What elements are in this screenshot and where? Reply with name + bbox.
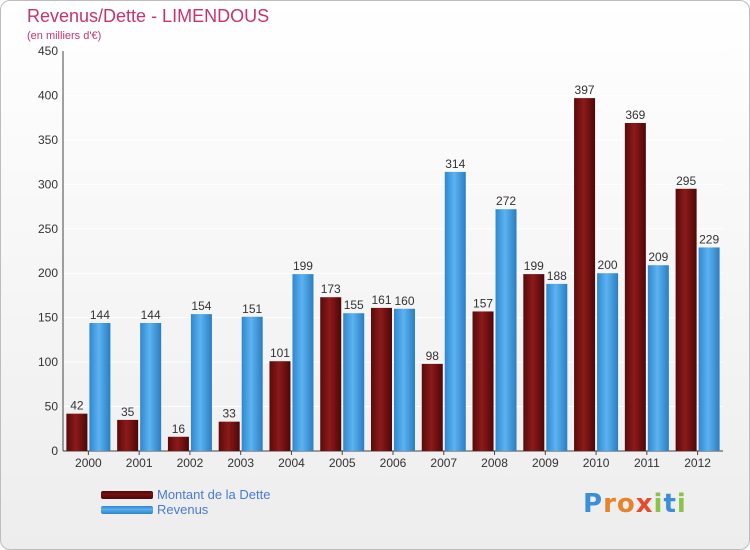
- bar-revenus: [394, 308, 415, 451]
- y-tick-label: 150: [38, 311, 58, 325]
- data-label-dette: 157: [473, 296, 493, 310]
- data-label-revenus: 188: [547, 269, 567, 283]
- legend-item-revenus: Revenus: [101, 502, 270, 517]
- data-label-revenus: 144: [90, 308, 110, 322]
- bar-revenus: [647, 265, 669, 451]
- y-tick-label: 300: [38, 177, 58, 191]
- bar-dette: [472, 311, 494, 451]
- data-label-revenus: 272: [496, 194, 516, 208]
- y-tick-label: 450: [38, 44, 58, 58]
- data-label-revenus: 314: [445, 157, 465, 171]
- x-tick-label: 2012: [684, 456, 711, 470]
- bar-dette: [320, 297, 342, 451]
- data-label-dette: 16: [172, 422, 186, 436]
- data-label-dette: 295: [676, 174, 696, 188]
- bar-revenus: [597, 273, 619, 451]
- x-tick-label: 2000: [75, 456, 102, 470]
- logo-letter: i: [676, 489, 687, 519]
- bar-dette: [624, 123, 646, 451]
- data-label-dette: 101: [270, 346, 290, 360]
- x-tick-label: 2009: [532, 456, 559, 470]
- data-label-revenus: 209: [648, 250, 668, 264]
- x-tick-label: 2002: [177, 456, 204, 470]
- bar-revenus: [292, 274, 314, 451]
- chart-subtitle: (en milliers d'€): [27, 30, 102, 42]
- y-tick-label: 200: [38, 266, 58, 280]
- bar-revenus: [190, 314, 212, 451]
- y-tick-label: 100: [38, 355, 58, 369]
- data-label-dette: 35: [121, 405, 135, 419]
- chart-title: Revenus/Dette - LIMENDOUS: [27, 6, 270, 26]
- bar-dette: [675, 188, 697, 451]
- y-tick-label: 0: [51, 444, 58, 458]
- logo-letter: r: [603, 489, 617, 519]
- logo-letter: o: [616, 489, 636, 519]
- bar-dette: [167, 436, 189, 451]
- x-tick-label: 2003: [227, 456, 254, 470]
- data-label-revenus: 200: [598, 258, 618, 272]
- bar-dette: [117, 419, 139, 451]
- legend-swatch-revenus: [101, 505, 153, 514]
- legend-label-revenus: Revenus: [157, 502, 209, 517]
- bar-dette: [66, 413, 88, 451]
- data-label-revenus: 155: [344, 298, 364, 312]
- x-tick-label: 2010: [583, 456, 610, 470]
- data-label-dette: 42: [70, 399, 84, 413]
- x-tick-label: 2011: [634, 456, 660, 470]
- legend-item-dette: Montant de la Dette: [101, 487, 270, 502]
- y-tick-label: 50: [45, 400, 59, 414]
- logo-letter: t: [663, 489, 677, 519]
- bar-revenus: [140, 323, 162, 451]
- data-label-dette: 98: [426, 349, 440, 363]
- data-label-dette: 33: [223, 407, 237, 421]
- data-label-revenus: 229: [699, 232, 719, 246]
- data-label-dette: 161: [371, 293, 391, 307]
- data-label-revenus: 160: [394, 294, 414, 308]
- legend: Montant de la Dette Revenus: [101, 487, 270, 517]
- data-label-dette: 397: [575, 83, 595, 97]
- data-label-revenus: 151: [242, 302, 262, 316]
- legend-label-dette: Montant de la Dette: [157, 487, 271, 502]
- x-tick-label: 2006: [380, 456, 407, 470]
- bar-dette: [269, 361, 291, 451]
- bar-revenus: [89, 323, 111, 451]
- bar-dette: [218, 421, 240, 451]
- logo-letter: P: [583, 489, 604, 519]
- bar-dette: [421, 363, 443, 451]
- bar-revenus: [444, 171, 466, 451]
- data-label-dette: 369: [625, 108, 645, 122]
- bar-dette: [371, 307, 392, 451]
- x-tick-label: 2004: [278, 456, 305, 470]
- bar-revenus: [698, 247, 720, 451]
- data-label-revenus: 144: [141, 308, 161, 322]
- x-tick-label: 2007: [430, 456, 457, 470]
- bar-dette: [574, 98, 596, 451]
- y-tick-label: 250: [38, 222, 58, 236]
- bar-dette: [523, 274, 545, 451]
- data-label-dette: 173: [321, 282, 341, 296]
- y-tick-label: 400: [38, 88, 58, 102]
- x-tick-label: 2008: [481, 456, 508, 470]
- data-label-revenus: 199: [293, 259, 313, 273]
- x-tick-label: 2005: [329, 456, 356, 470]
- data-label-dette: 199: [524, 259, 544, 273]
- proxiti-logo: Proxiti: [583, 489, 687, 519]
- data-label-revenus: 154: [191, 299, 211, 313]
- x-tick-label: 2001: [126, 456, 153, 470]
- logo-letter: x: [635, 489, 654, 519]
- bar-revenus: [241, 316, 263, 451]
- bar-revenus: [495, 209, 517, 451]
- bar-revenus: [343, 313, 365, 451]
- logo-letter: i: [653, 489, 664, 519]
- bar-revenus: [546, 283, 568, 451]
- legend-swatch-dette: [101, 490, 153, 499]
- y-tick-label: 350: [38, 133, 58, 147]
